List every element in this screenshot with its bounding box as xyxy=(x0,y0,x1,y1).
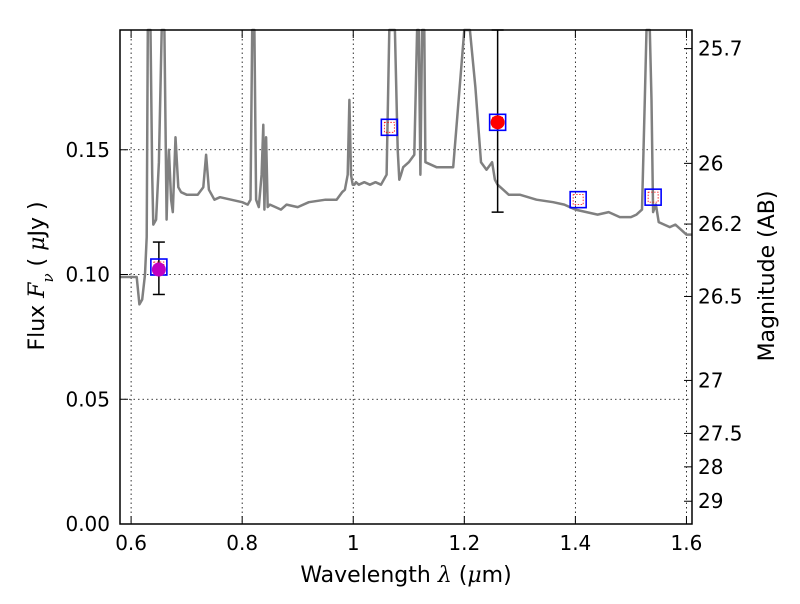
axis-title-part: ν xyxy=(39,273,57,282)
x-tick-label: 1 xyxy=(347,531,360,555)
x-tick-label: 0.6 xyxy=(115,531,147,555)
model-band-outer-square xyxy=(569,190,587,209)
y-tick-label: 0.05 xyxy=(65,387,110,411)
y2-tick-label: 26 xyxy=(698,151,723,175)
axis-title-part: ( xyxy=(452,563,468,588)
axis-title-part: μ xyxy=(467,563,481,588)
axis-title-part: m) xyxy=(482,563,512,588)
plot-frame xyxy=(119,29,693,525)
axis-title-part: μ xyxy=(25,237,50,251)
y2-tick-label: 25.7 xyxy=(698,37,743,61)
marker-layer xyxy=(150,29,662,296)
y2-tick-label: 26.2 xyxy=(698,212,743,236)
x-tick-label: 1.2 xyxy=(448,531,480,555)
y2-tick-label: 26.5 xyxy=(698,284,743,308)
spectrum-layer xyxy=(120,28,692,306)
x-tick-label: 1.4 xyxy=(559,531,591,555)
grid-lines xyxy=(120,30,692,524)
y2-tick-label: 27 xyxy=(698,368,723,392)
y-axis-title: Flux Fν ( μJy ) xyxy=(25,201,57,350)
model-band-outer-square xyxy=(488,113,507,132)
x-tick-label: 0.8 xyxy=(226,531,258,555)
model-band-outer-square xyxy=(380,118,399,137)
observed-point xyxy=(151,262,166,277)
ticks: 0.6 0.8 1 1.2 1.4 1.6 0.00 0.05 0.10 0.15 25.7 26 26… xyxy=(65,30,743,555)
axis-title-part: F xyxy=(25,282,50,299)
y2-tick-label: 27.5 xyxy=(698,421,743,445)
model-band-inner-square xyxy=(572,194,584,206)
axis-title-part: Flux xyxy=(25,298,50,351)
model-spectrum-line xyxy=(120,28,692,306)
x-tick-label: 1.6 xyxy=(671,531,703,555)
observed-point xyxy=(490,115,505,130)
y-tick-label: 0.10 xyxy=(65,263,110,287)
axis-title-part: λ xyxy=(437,563,452,588)
axis-title-part: Wavelength xyxy=(300,563,438,588)
model-band-inner-square xyxy=(647,191,659,203)
y2-axis-title: Magnitude (AB) xyxy=(755,191,780,362)
model-band-inner-square xyxy=(383,121,395,133)
axis-title-part: Jy ) xyxy=(25,201,50,238)
y-tick-label: 0.00 xyxy=(65,512,110,536)
model-band-outer-square xyxy=(644,188,662,206)
axis-title-part: ( xyxy=(25,251,50,274)
y2-tick-label: 28 xyxy=(698,455,723,479)
y-tick-label: 0.15 xyxy=(65,138,110,162)
y2-tick-label: 29 xyxy=(698,489,723,513)
x-axis-title: Wavelength λ (μm) xyxy=(300,563,511,588)
